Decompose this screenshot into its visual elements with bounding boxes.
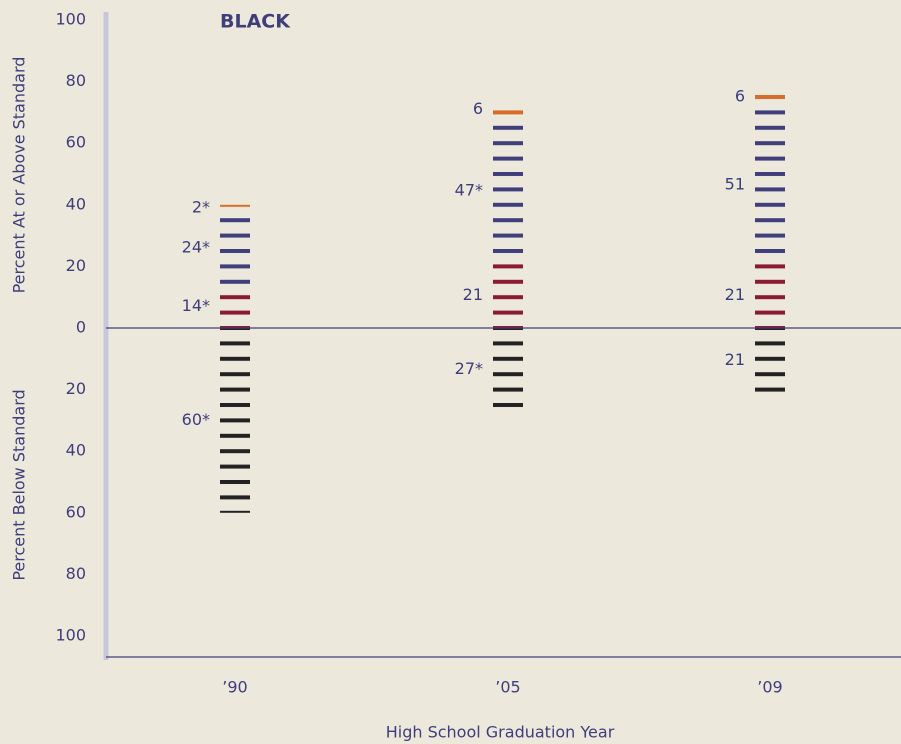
data-label: 21	[463, 285, 483, 304]
data-label: 27*	[455, 359, 483, 378]
chart-title: BLACK	[220, 11, 291, 33]
bar-segment	[755, 87, 785, 107]
y-tick-label: 0	[76, 318, 86, 337]
bar-segment	[755, 263, 785, 328]
y-tick-label: 100	[55, 626, 86, 645]
y-tick-label: 20	[66, 256, 86, 275]
y-tick-label: 100	[55, 10, 86, 29]
bar-segment	[220, 204, 250, 211]
bar-segment	[493, 118, 523, 264]
data-label: 21	[725, 285, 745, 304]
y-tick-label: 60	[66, 502, 86, 521]
x-tick-label: ’90	[222, 678, 247, 697]
y-axis-label: Percent Below Standard	[10, 389, 29, 580]
data-label: 47*	[455, 180, 483, 199]
y-axis-label: Percent At or Above Standard	[10, 57, 29, 294]
bar-segment	[220, 284, 250, 328]
bar-segment	[493, 100, 523, 119]
bar-segment	[220, 210, 250, 285]
bar-segment	[755, 106, 785, 264]
x-tick-label: ’05	[495, 678, 520, 697]
x-axis-label: High School Graduation Year	[386, 723, 615, 742]
y-tick-label: 80	[66, 564, 86, 583]
data-label: 2*	[192, 197, 210, 216]
bar-segment	[220, 328, 250, 513]
bar-segment	[755, 328, 785, 393]
data-label: 6	[735, 87, 745, 106]
data-label: 60*	[182, 410, 210, 429]
data-label: 14*	[182, 296, 210, 315]
bar-segment	[493, 263, 523, 328]
y-tick-label: 60	[66, 133, 86, 152]
data-label: 51	[725, 174, 745, 193]
y-tick-label: 40	[66, 441, 86, 460]
y-tick-label: 80	[66, 71, 86, 90]
y-tick-label: 20	[66, 379, 86, 398]
x-tick-label: ’09	[757, 678, 782, 697]
data-label: 6	[473, 99, 483, 118]
bar-segment	[493, 328, 523, 412]
y-tick-label: 40	[66, 194, 86, 213]
data-label: 21	[725, 350, 745, 369]
data-label: 24*	[182, 237, 210, 256]
